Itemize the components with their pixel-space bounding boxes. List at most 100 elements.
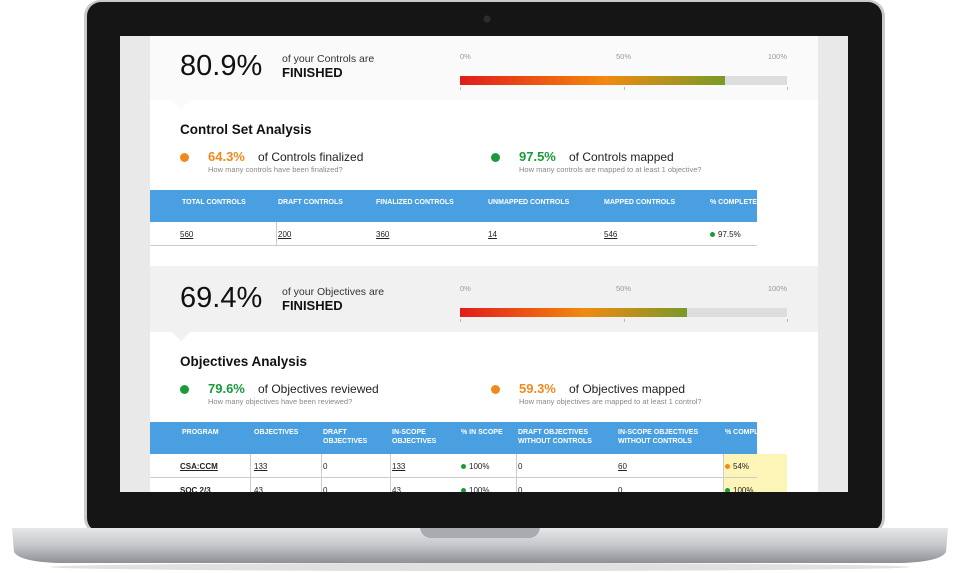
scale-tick [623,319,625,322]
column-divider [723,478,724,492]
scale-label: 50% [615,52,632,61]
column-header: % COMPLETE [710,199,758,206]
scale-tick [787,319,788,322]
stat-value: 64.3% [208,149,245,164]
column-divider [250,478,251,492]
progress-fill [460,76,725,85]
status-dot [180,153,189,162]
stat-value: 79.6% [208,381,245,396]
progress-track [460,76,787,85]
controls-status: FINISHED [282,65,343,80]
objectives-progress-band: 69.4% of your Objectives are FINISHED 0%… [150,266,818,332]
content-panel [150,36,818,492]
table-cell: 0 [518,486,523,492]
scale-label: 0% [460,52,471,61]
table-cell: 0 [518,462,523,471]
stat-value: 97.5% [519,149,556,164]
column-header: PROGRAM [182,429,219,436]
column-divider [250,454,251,478]
column-header: DRAFT OBJECTIVES WITHOUT CONTROLS [518,429,592,445]
objectives-text: of your Objectives are [282,286,385,298]
column-divider [390,454,391,478]
table-cell: 54% [725,462,749,471]
column-header: % COMPLETE [725,429,773,436]
table-cell[interactable]: 133 [254,462,268,471]
progress-track [460,308,787,317]
controls-text: of your Controls are [282,53,375,65]
scale-label: 100% [767,284,787,293]
scale-tick [460,319,461,322]
section-title: Objectives Analysis [180,354,308,369]
stat-label: of Controls finalized [258,150,364,164]
row-divider [150,222,757,246]
controls-percent: 80.9% [180,50,263,82]
pointer [172,100,190,109]
table-cell[interactable]: CSA:CCM [180,462,218,471]
table-cell[interactable]: 200 [278,230,292,239]
camera [483,15,491,23]
table-cell: 100% [461,462,489,471]
stat-hint: How many objectives have been reviewed? [208,397,353,406]
column-header: % IN SCOPE [461,429,503,436]
stat-hint: How many controls have been finalized? [208,165,343,174]
column-divider [390,478,391,492]
stat-value: 59.3% [519,381,556,396]
scale-label: 0% [460,284,471,293]
column-header: IN-SCOPE OBJECTIVES WITHOUT CONTROLS [618,429,699,445]
column-divider [516,454,517,478]
column-divider [276,222,277,246]
laptop-base [12,528,948,563]
column-header: IN-SCOPE OBJECTIVES [392,429,437,445]
column-header: UNMAPPED CONTROLS [488,199,570,206]
status-dot [180,385,189,394]
column-divider [321,478,322,492]
table-cell[interactable]: 546 [604,230,618,239]
stat-label: of Objectives mapped [569,382,686,396]
table-cell[interactable]: 60 [618,462,627,471]
table-cell[interactable]: 360 [376,230,390,239]
controls-progress-band: 80.9% of your Controls are FINISHED 0% 50… [150,36,818,100]
objectives-percent: 69.4% [180,282,263,314]
row-divider [150,454,757,478]
screen: 80.9% of your Controls are FINISHED 0% 50… [120,36,848,492]
stat-label: of Objectives reviewed [258,382,379,396]
shadow [50,563,910,571]
table-cell[interactable]: 14 [488,230,497,239]
table-cell[interactable]: SOC 2/3 [180,486,211,492]
column-divider [723,454,724,478]
pointer [172,332,190,341]
table-cell[interactable]: 43 [392,486,401,492]
stat-label: of Controls mapped [569,150,674,164]
objectives-status: FINISHED [282,298,343,313]
stat-hint: How many controls are mapped to at least… [519,165,702,174]
column-divider [516,478,517,492]
column-header: FINALIZED CONTROLS [376,199,454,206]
table-cell[interactable]: 560 [180,230,194,239]
progress-fill [460,308,687,317]
column-header: TOTAL CONTROLS [182,199,246,206]
table-cell: 100% [461,486,489,492]
table-cell[interactable]: 133 [392,462,406,471]
scale-tick [460,87,461,90]
table-cell[interactable]: 43 [254,486,263,492]
table-cell: 0 [323,486,328,492]
stat-hint: How many objectives are mapped to at lea… [519,397,702,406]
table-header [150,190,757,222]
column-header: DRAFT OBJECTIVES [323,429,368,445]
column-header: MAPPED CONTROLS [604,199,676,206]
table-header [150,422,757,454]
base-notch [420,528,540,538]
column-header: OBJECTIVES [254,429,299,436]
scale-label: 50% [615,284,632,293]
column-divider [321,454,322,478]
section-title: Control Set Analysis [180,122,312,137]
status-dot [491,385,500,394]
table-cell: 0 [323,462,328,471]
status-dot [491,153,500,162]
row-divider [150,478,757,492]
scale-tick [623,87,625,90]
table-cell: 97.5% [710,230,741,239]
scale-tick [787,87,788,90]
table-cell[interactable]: 0 [618,486,623,492]
